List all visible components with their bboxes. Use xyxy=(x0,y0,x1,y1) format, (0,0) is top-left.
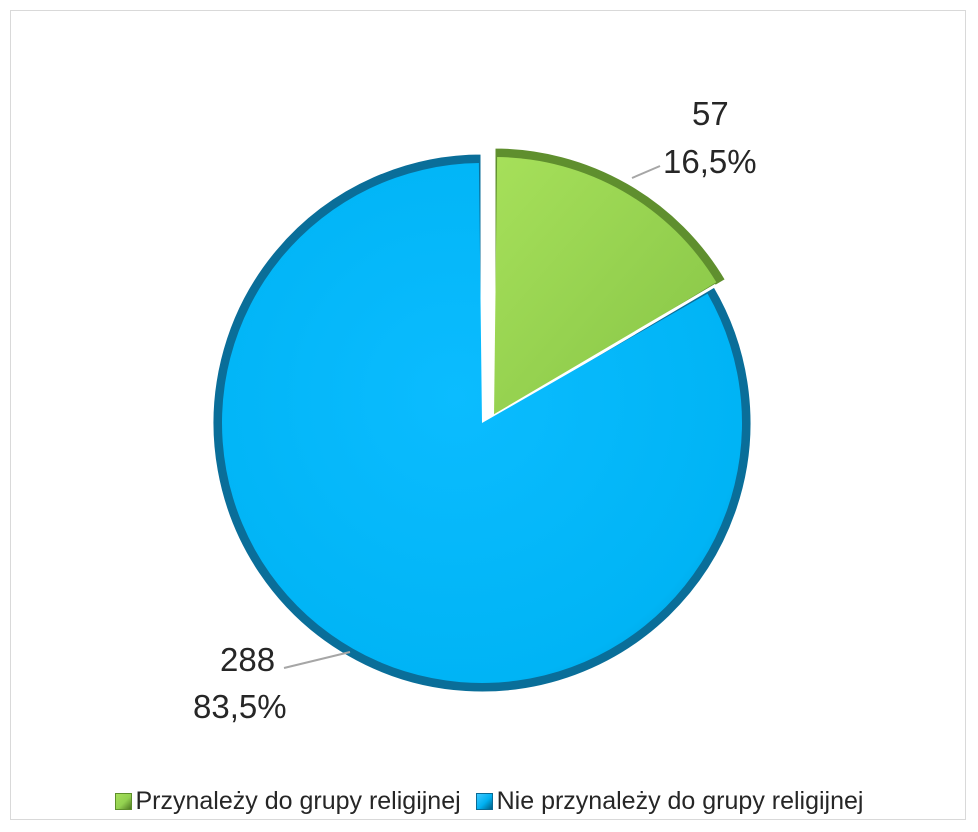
leader-line-non-religious xyxy=(283,651,351,669)
slice-label-percent-religious: 16,5% xyxy=(663,143,757,180)
slice-label-value-non-religious: 288 xyxy=(220,641,276,678)
slice-label-value-religious: 57 xyxy=(692,95,729,132)
legend-item-non-religious[interactable]: Nie przynależy do grupy religijnej xyxy=(475,786,864,816)
leader-line-religious xyxy=(631,165,661,179)
legend-label-religious: Przynależy do grupy religijnej xyxy=(135,786,461,815)
legend: Przynależy do grupy religijnej Nie przyn… xyxy=(0,786,978,816)
legend-item-religious[interactable]: Przynależy do grupy religijnej xyxy=(114,786,461,816)
legend-swatch-blue-icon xyxy=(475,792,493,810)
pie-slice-1[interactable] xyxy=(222,163,743,683)
legend-label-non-religious: Nie przynależy do grupy religijnej xyxy=(496,786,864,815)
legend-swatch-green-icon xyxy=(114,792,132,810)
slice-label-percent-non-religious: 83,5% xyxy=(193,688,287,725)
pie-slice-0[interactable] xyxy=(494,157,717,417)
